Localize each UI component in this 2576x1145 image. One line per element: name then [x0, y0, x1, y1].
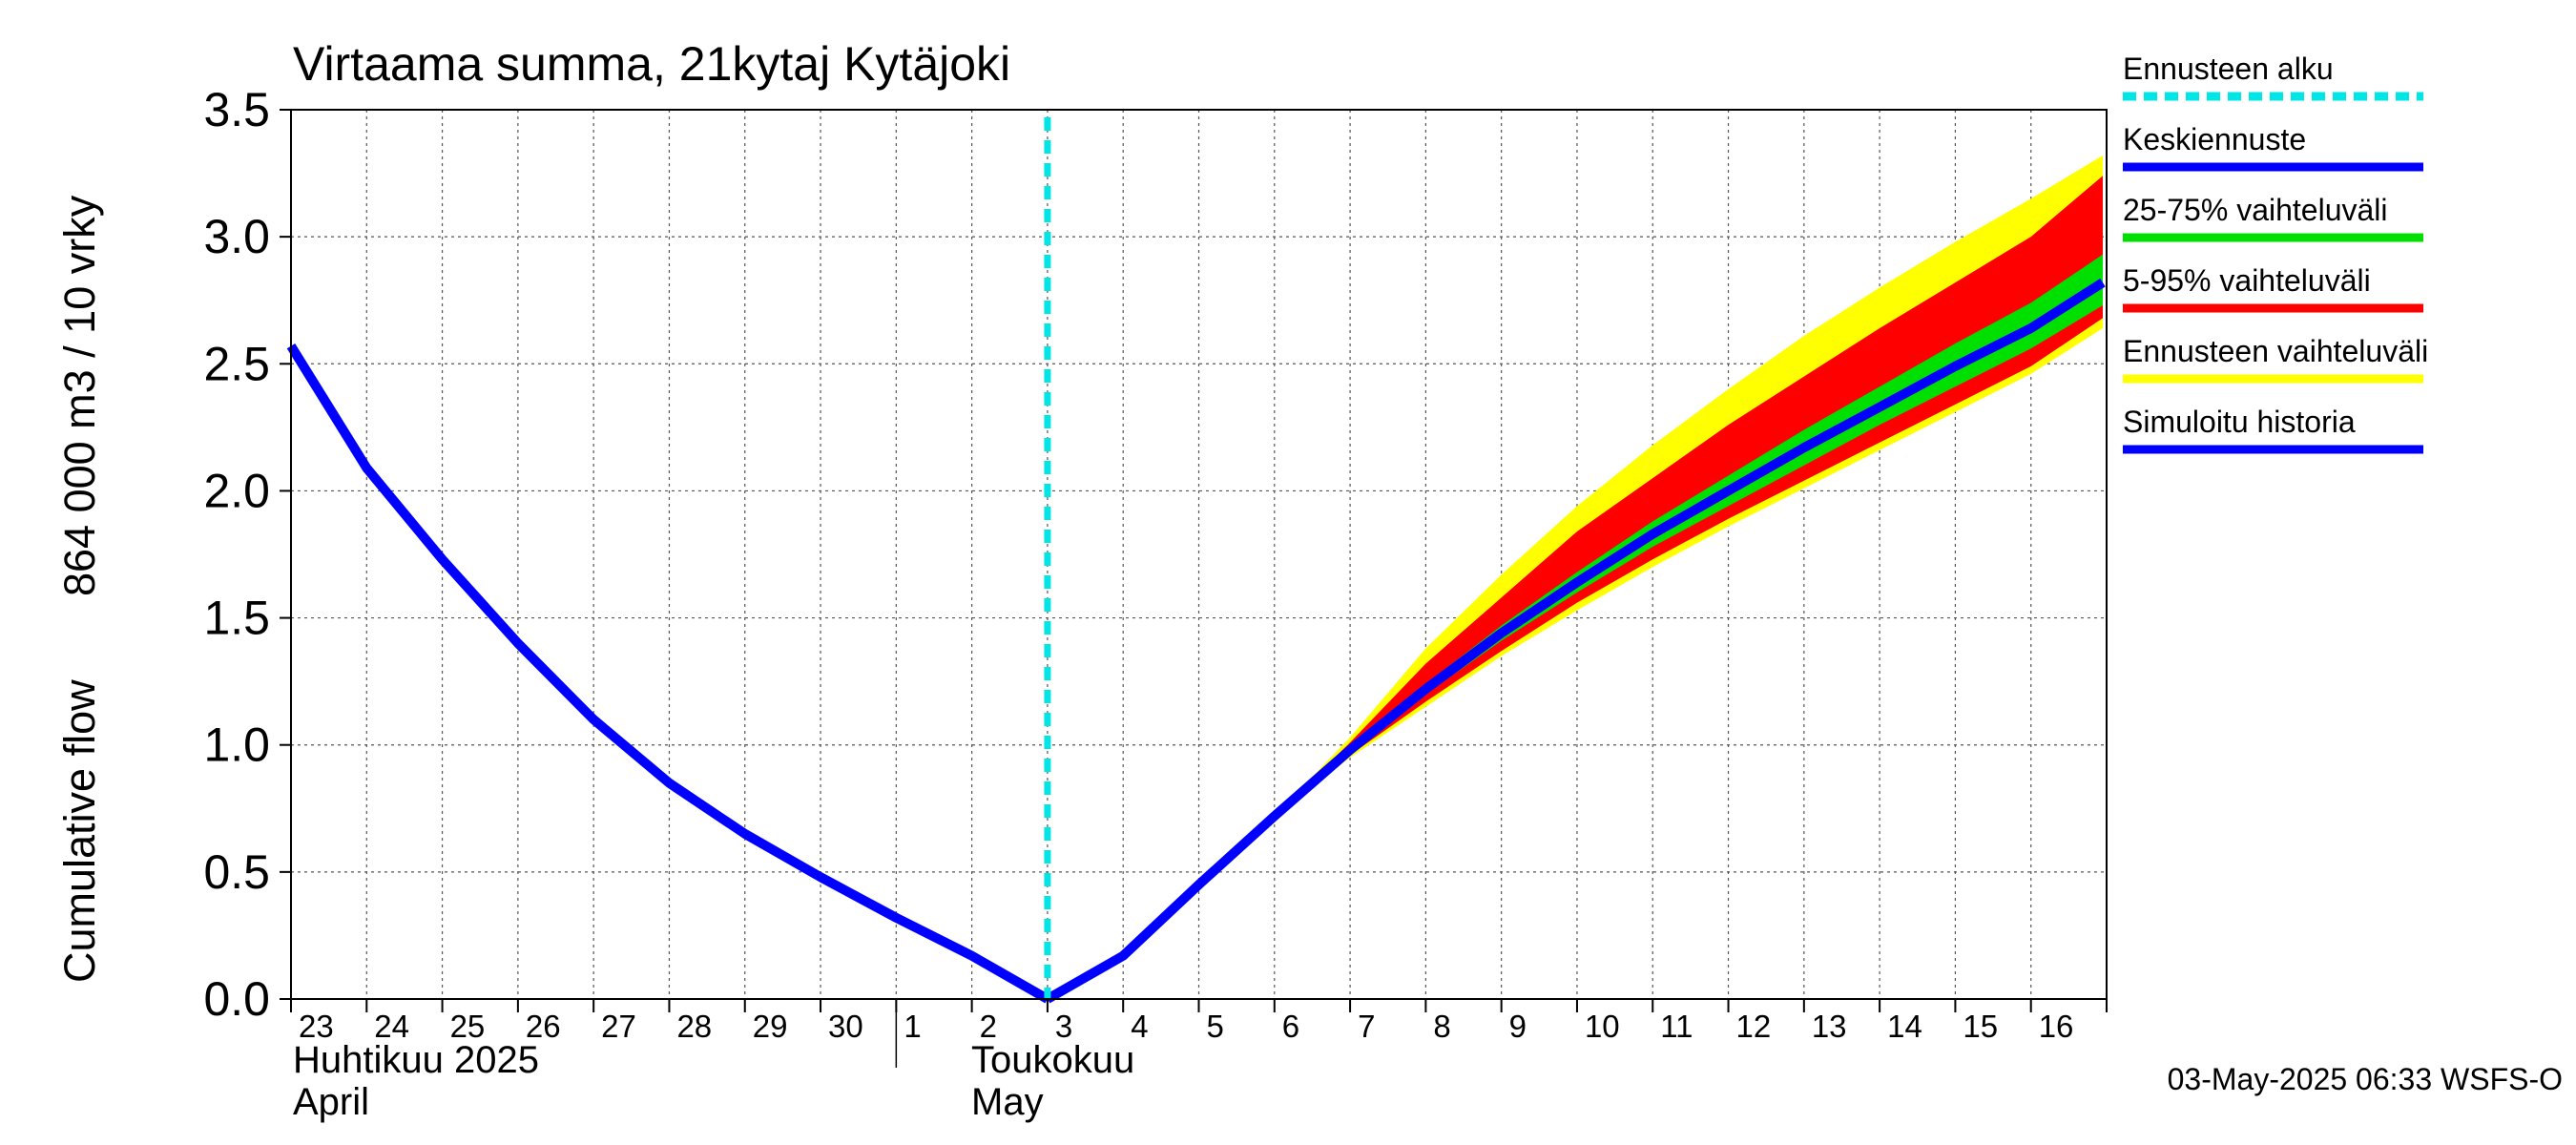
- y-tick-label: 0.5: [203, 845, 270, 899]
- x-tick-label: 24: [374, 1009, 409, 1044]
- chart-title: Virtaama summa, 21kytaj Kytäjoki: [293, 37, 1010, 91]
- month-label-april-en: April: [293, 1081, 369, 1123]
- x-tick-label: 9: [1509, 1009, 1527, 1044]
- legend-label: Keskiennuste: [2123, 122, 2306, 156]
- month-label-april-fi: Huhtikuu 2025: [293, 1039, 539, 1081]
- y-tick-label: 2.5: [203, 337, 270, 390]
- x-tick-labels: 23 24 25 26 27 28 29 30 1 2 3 4 5 6 7 8 9 10 11 12 13 14 15 16: [299, 1009, 2073, 1044]
- x-tick-label: 13: [1812, 1009, 1847, 1044]
- x-tick-label: 30: [828, 1009, 863, 1044]
- x-tick-label: 4: [1131, 1009, 1148, 1044]
- x-tick-label: 6: [1282, 1009, 1299, 1044]
- x-tick-label: 26: [526, 1009, 561, 1044]
- series-lines: [286, 117, 2106, 1004]
- legend-label: 5-95% vaihteluväli: [2123, 263, 2371, 298]
- x-tick-label: 11: [1660, 1009, 1693, 1044]
- legend-label: Ennusteen vaihteluväli: [2123, 334, 2428, 368]
- x-tick-label: 2: [980, 1009, 997, 1044]
- line-median-forecast: [1045, 278, 2106, 1004]
- y-tick-label: 3.5: [203, 83, 270, 136]
- y-tick-label: 2.0: [203, 464, 270, 517]
- footer-timestamp: 03-May-2025 06:33 WSFS-O: [2168, 1062, 2563, 1096]
- x-tick-label: 25: [450, 1009, 486, 1044]
- month-label-may-en: May: [971, 1081, 1044, 1123]
- legend-label: Simuloitu historia: [2123, 405, 2356, 439]
- x-tick-label: 15: [1963, 1009, 1998, 1044]
- y-axis-label-line2: 864 000 m3 / 10 vrky: [55, 195, 104, 596]
- x-tick-label: 1: [904, 1009, 921, 1044]
- x-tick-label: 8: [1433, 1009, 1450, 1044]
- y-tick-label: 3.0: [203, 210, 270, 263]
- y-tick-label: 0.0: [203, 972, 270, 1026]
- x-tick-label: 27: [601, 1009, 636, 1044]
- y-axis-label-line1: Cumulative flow: [55, 679, 104, 983]
- x-tick-label: 10: [1585, 1009, 1620, 1044]
- x-tick-label: 16: [2039, 1009, 2074, 1044]
- y-tick-label: 1.5: [203, 592, 270, 645]
- grid: [291, 109, 2108, 999]
- legend-label: 25-75% vaihteluväli: [2123, 193, 2388, 227]
- month-label-may-fi: Toukokuu: [971, 1039, 1134, 1081]
- line-simulated-history: [286, 343, 1050, 1004]
- x-tick-label: 5: [1207, 1009, 1224, 1044]
- x-tick-label: 12: [1736, 1009, 1772, 1044]
- x-tick-label: 29: [753, 1009, 788, 1044]
- x-tick-label: 3: [1055, 1009, 1072, 1044]
- legend: Ennusteen alku Keskiennuste 25-75% vaihtel…: [2123, 52, 2428, 454]
- band-25-75: [1047, 254, 2103, 999]
- y-tick-labels: 0.0 0.5 1.0 1.5 2.0 2.5 3.0 3.5: [203, 83, 270, 1026]
- x-tick-label: 23: [299, 1009, 334, 1044]
- x-tick-label: 14: [1887, 1009, 1922, 1044]
- x-tick-label: 7: [1358, 1009, 1375, 1044]
- y-tick-label: 1.0: [203, 718, 270, 772]
- legend-label: Ennusteen alku: [2123, 52, 2334, 86]
- x-tick-label: 28: [676, 1009, 712, 1044]
- axes: [280, 109, 2108, 1068]
